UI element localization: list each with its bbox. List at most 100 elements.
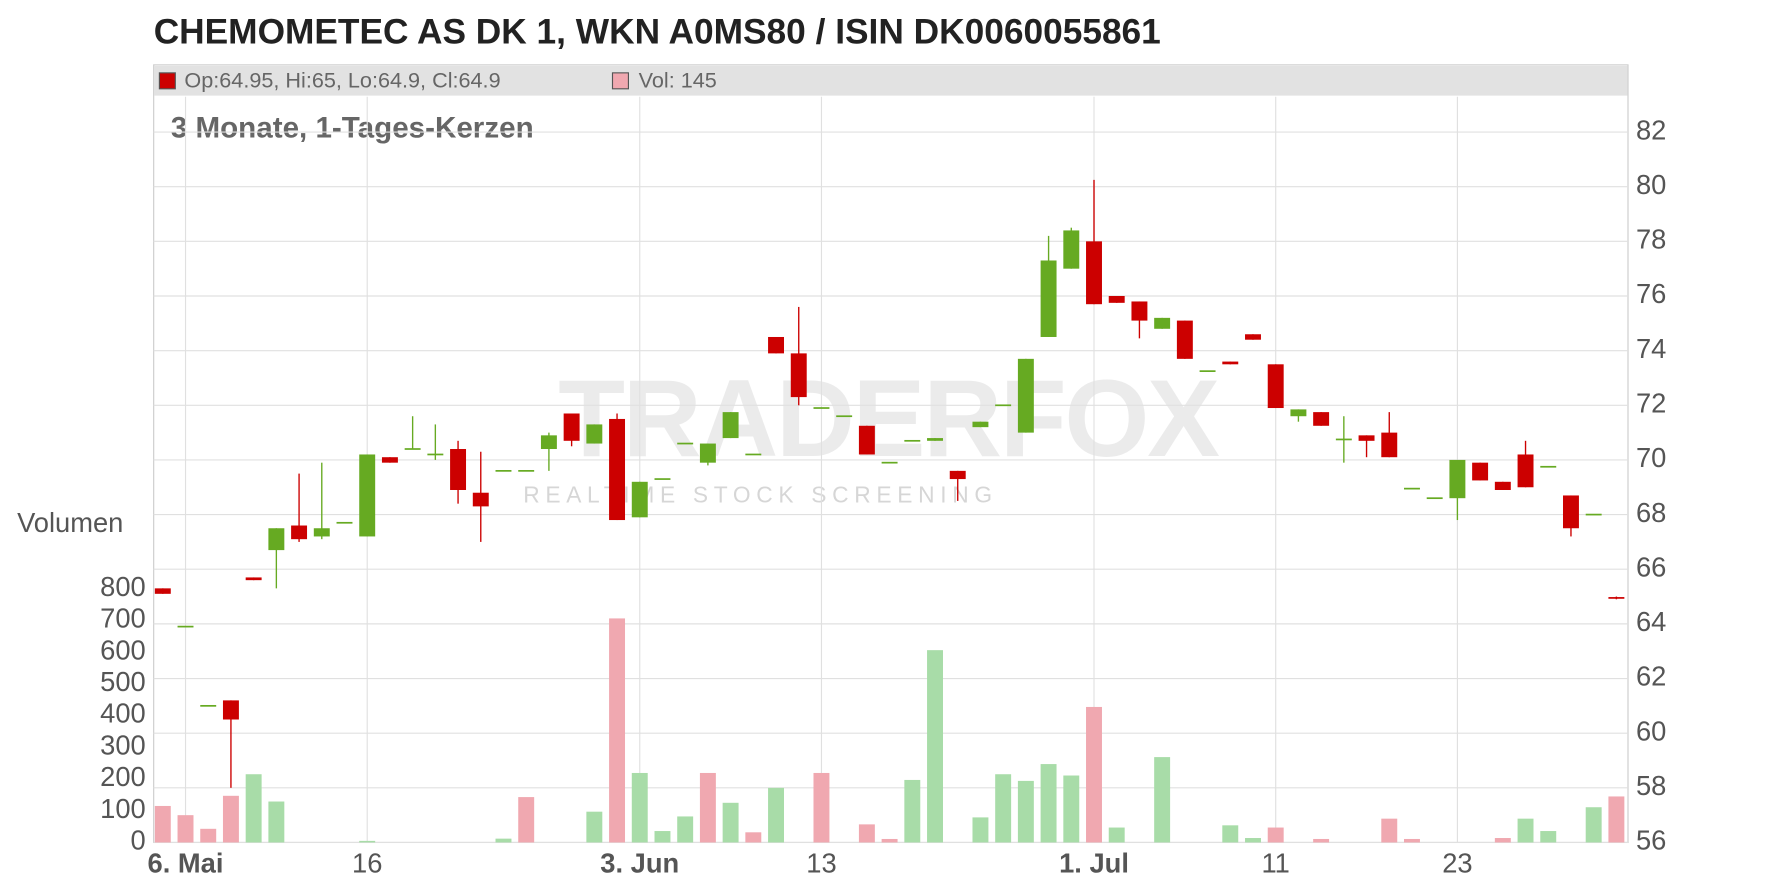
volume-bar bbox=[1381, 818, 1398, 843]
volume-bar bbox=[359, 840, 376, 843]
volume-bar bbox=[222, 795, 239, 843]
volume-bar bbox=[1108, 827, 1125, 843]
candle-body bbox=[586, 424, 603, 444]
volume-tick-label: 500 bbox=[100, 666, 146, 697]
volume-tick-label: 200 bbox=[100, 761, 146, 792]
volume-bar bbox=[1540, 831, 1557, 843]
candle-body bbox=[1108, 296, 1125, 303]
y-tick-label: 66 bbox=[1636, 551, 1666, 582]
volume-bar bbox=[813, 772, 830, 843]
watermark-subtitle: REALTIME STOCK SCREENING bbox=[523, 481, 998, 507]
candle-body bbox=[1585, 513, 1602, 516]
candle-body bbox=[1426, 497, 1443, 500]
candle-body bbox=[1199, 370, 1216, 372]
y-tick-label: 72 bbox=[1636, 388, 1666, 419]
legend-swatch bbox=[158, 72, 176, 90]
y-tick-label: 70 bbox=[1636, 442, 1666, 473]
candle-body bbox=[858, 425, 875, 455]
volume-tick-label: 400 bbox=[100, 698, 146, 729]
volume-bar bbox=[654, 831, 671, 843]
candle-body bbox=[1494, 481, 1511, 490]
candle-body bbox=[904, 439, 921, 442]
candle-body bbox=[836, 415, 853, 418]
candle-body bbox=[1086, 241, 1102, 305]
x-tick-label: 11 bbox=[1262, 847, 1290, 878]
volume-bar bbox=[631, 772, 648, 843]
candle-body bbox=[881, 461, 898, 464]
volume-bar bbox=[1404, 838, 1420, 843]
candle-body bbox=[268, 528, 285, 551]
y-tick-label: 64 bbox=[1636, 606, 1666, 637]
candle-body bbox=[540, 435, 557, 450]
volume-bar bbox=[927, 650, 943, 843]
volume-bar bbox=[177, 815, 194, 843]
candle-body bbox=[1176, 320, 1193, 359]
y-tick-label: 62 bbox=[1636, 661, 1666, 692]
candle-body bbox=[972, 421, 989, 428]
candle-body bbox=[768, 336, 785, 354]
candle-body bbox=[1040, 260, 1057, 337]
candle-body bbox=[1517, 454, 1534, 488]
candle-body bbox=[609, 418, 626, 521]
x-tick-label: 6. Mai bbox=[148, 847, 224, 878]
candle-body bbox=[745, 453, 762, 456]
candle-body bbox=[336, 521, 353, 524]
x-tick-label: 1. Jul bbox=[1059, 847, 1129, 878]
volume-axis-label: Volumen bbox=[17, 507, 123, 538]
volume-bar bbox=[495, 838, 512, 843]
volume-bar bbox=[200, 828, 217, 843]
candle-body bbox=[1404, 487, 1420, 490]
volume-tick-label: 600 bbox=[100, 634, 146, 665]
candle-body bbox=[1472, 462, 1489, 481]
volume-bar bbox=[154, 805, 171, 843]
candle-body bbox=[1313, 412, 1330, 426]
volume-bar bbox=[268, 801, 285, 843]
candle-body bbox=[518, 470, 535, 472]
candle-body bbox=[1063, 230, 1080, 269]
candle-body bbox=[995, 404, 1012, 407]
candle-body bbox=[1562, 495, 1579, 529]
y-tick-label: 76 bbox=[1636, 278, 1666, 309]
candle-body bbox=[1381, 432, 1398, 458]
candle-body bbox=[722, 412, 739, 439]
candle-body bbox=[1222, 361, 1239, 365]
volume-bar bbox=[1245, 838, 1261, 843]
candle-body bbox=[1540, 465, 1557, 468]
volume-bar bbox=[768, 787, 785, 843]
volume-bar bbox=[677, 816, 694, 843]
candle-body bbox=[927, 438, 943, 441]
candle-body bbox=[450, 449, 467, 490]
volume-tick-label: 800 bbox=[100, 571, 146, 602]
candle-body bbox=[427, 453, 444, 456]
candle-body bbox=[1267, 364, 1284, 409]
candle-body bbox=[404, 448, 421, 450]
volume-bar bbox=[995, 774, 1012, 843]
volume-bar bbox=[245, 774, 262, 843]
x-tick-label: 13 bbox=[806, 847, 836, 878]
volume-bar bbox=[858, 824, 875, 843]
candle-body bbox=[699, 443, 716, 463]
volume-tick-label: 0 bbox=[131, 825, 146, 856]
volume-bar bbox=[745, 832, 762, 843]
x-tick-label: 3. Jun bbox=[600, 847, 679, 878]
volume-bar bbox=[609, 618, 626, 843]
volume-bar bbox=[1517, 818, 1534, 843]
y-tick-label: 60 bbox=[1636, 715, 1666, 746]
volume-bar bbox=[1086, 706, 1102, 843]
candle-body bbox=[245, 577, 262, 581]
volume-bar bbox=[518, 797, 535, 843]
volume-bar bbox=[1313, 838, 1330, 843]
candle-body bbox=[563, 413, 580, 441]
candle-body bbox=[472, 492, 489, 507]
legend-volume: Vol: 145 bbox=[639, 68, 717, 93]
candle-body bbox=[677, 442, 694, 445]
volume-bar bbox=[1585, 807, 1602, 843]
candle-body bbox=[1154, 317, 1171, 329]
volume-bar bbox=[586, 811, 603, 843]
volume-bar bbox=[1494, 838, 1511, 843]
y-tick-label: 74 bbox=[1636, 333, 1666, 364]
candle-body bbox=[1608, 597, 1625, 599]
volume-bar bbox=[1040, 764, 1057, 843]
